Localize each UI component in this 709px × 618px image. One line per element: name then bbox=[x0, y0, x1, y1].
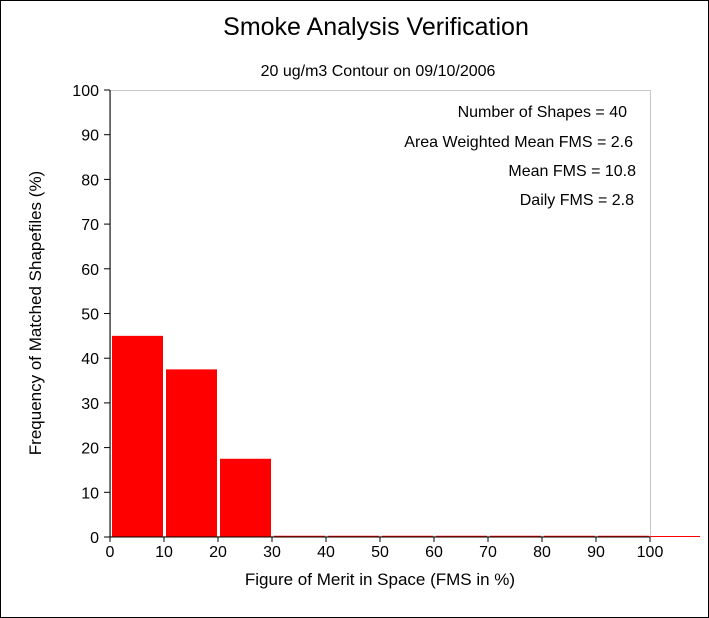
x-tick-label: 80 bbox=[533, 544, 551, 561]
x-tick-label: 60 bbox=[425, 544, 443, 561]
y-tick-label: 20 bbox=[81, 441, 99, 458]
y-tick-label: 60 bbox=[81, 262, 99, 279]
chart-title: Smoke Analysis Verification bbox=[223, 13, 529, 41]
x-tick-label: 20 bbox=[209, 544, 227, 561]
plot-area: 0 10 20 30 40 50 60 70 80 90 100 0 10 20 30 40 50 60 70 80… bbox=[72, 83, 700, 561]
stat-area-weighted-mean-fms: Area Weighted Mean FMS = 2.6 bbox=[404, 134, 633, 151]
y-tick-label: 50 bbox=[81, 307, 99, 324]
y-tick-label: 90 bbox=[81, 128, 99, 145]
stat-mean-fms: Mean FMS = 10.8 bbox=[508, 163, 636, 180]
x-tick-label: 50 bbox=[371, 544, 389, 561]
x-tick-label: 10 bbox=[155, 544, 173, 561]
y-tick-label: 10 bbox=[81, 485, 99, 502]
y-tick-label: 30 bbox=[81, 396, 99, 413]
y-tick-label: 70 bbox=[81, 217, 99, 234]
x-tick-label: 30 bbox=[263, 544, 281, 561]
x-axis-label: Figure of Merit in Space (FMS in %) bbox=[245, 570, 515, 589]
chart-subtitle: 20 ug/m3 Contour on 09/10/2006 bbox=[261, 63, 496, 80]
x-tick-label: 90 bbox=[587, 544, 605, 561]
y-tick-label: 40 bbox=[81, 351, 99, 368]
y-axis-label: Frequency of Matched Shapefiles (%) bbox=[26, 171, 45, 455]
stat-number-of-shapes: Number of Shapes = 40 bbox=[458, 104, 628, 121]
x-tick-label: 70 bbox=[479, 544, 497, 561]
stats-annotations: Number of Shapes = 40 Area Weighted Mean… bbox=[404, 104, 636, 209]
y-tick-label: 80 bbox=[81, 172, 99, 189]
bar-0 bbox=[112, 335, 163, 537]
y-tick-label: 100 bbox=[72, 83, 99, 100]
bar-1 bbox=[166, 369, 217, 537]
x-ticks: 0 10 20 30 40 50 60 70 80 90 100 bbox=[106, 537, 664, 561]
y-tick-label: 0 bbox=[90, 530, 99, 547]
y-ticks: 0 10 20 30 40 50 60 70 80 90 100 bbox=[72, 83, 110, 547]
x-tick-label: 100 bbox=[637, 544, 664, 561]
x-tick-label: 40 bbox=[317, 544, 335, 561]
bar-2 bbox=[220, 458, 271, 537]
stat-daily-fms: Daily FMS = 2.8 bbox=[520, 192, 634, 209]
x-tick-label: 0 bbox=[106, 544, 115, 561]
